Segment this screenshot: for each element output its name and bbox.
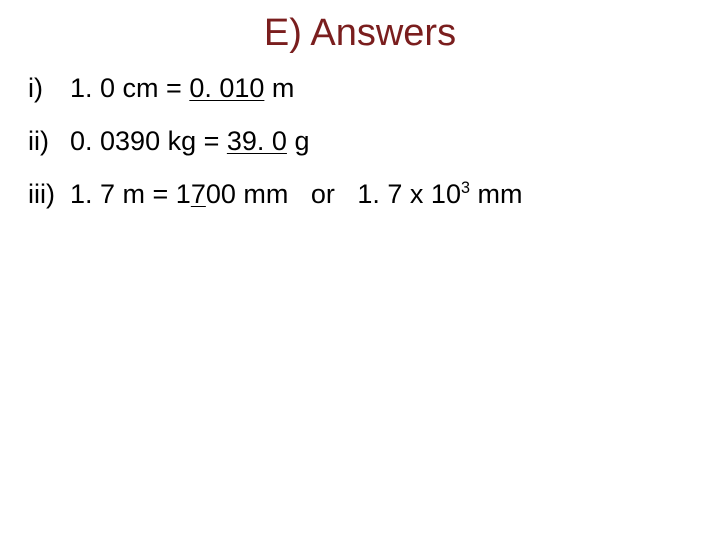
item-underlined: 0. 010 <box>189 73 264 103</box>
answer-item-1: i) 1. 0 cm = 0. 010 m <box>28 73 692 104</box>
answer-item-2: ii) 0. 0390 kg = 39. 0 g <box>28 126 692 157</box>
item-content: 0. 0390 kg = 39. 0 g <box>70 126 309 157</box>
item-suffix: g <box>287 126 310 156</box>
item-content: 1. 7 m = 1700 mm or 1. 7 x 103 mm <box>70 179 522 210</box>
item-marker: ii) <box>28 126 70 157</box>
slide-title: E) Answers <box>28 12 692 55</box>
item-prefix: 1. 7 m = 1 <box>70 179 191 209</box>
item-prefix: 0. 0390 kg = <box>70 126 227 156</box>
answer-list: i) 1. 0 cm = 0. 010 m ii) 0. 0390 kg = 3… <box>28 73 692 210</box>
item-mid: 00 mm or 1. 7 x 10 <box>206 179 461 209</box>
item-suffix: m <box>264 73 294 103</box>
item-prefix: 1. 0 cm = <box>70 73 189 103</box>
item-marker: iii) <box>28 179 70 210</box>
item-suffix: mm <box>470 179 522 209</box>
answer-item-3: iii) 1. 7 m = 1700 mm or 1. 7 x 103 mm <box>28 179 692 210</box>
item-marker: i) <box>28 73 70 104</box>
item-underlined: 39. 0 <box>227 126 287 156</box>
item-underlined: 7 <box>191 179 206 209</box>
item-content: 1. 0 cm = 0. 010 m <box>70 73 294 104</box>
item-superscript: 3 <box>461 179 470 197</box>
